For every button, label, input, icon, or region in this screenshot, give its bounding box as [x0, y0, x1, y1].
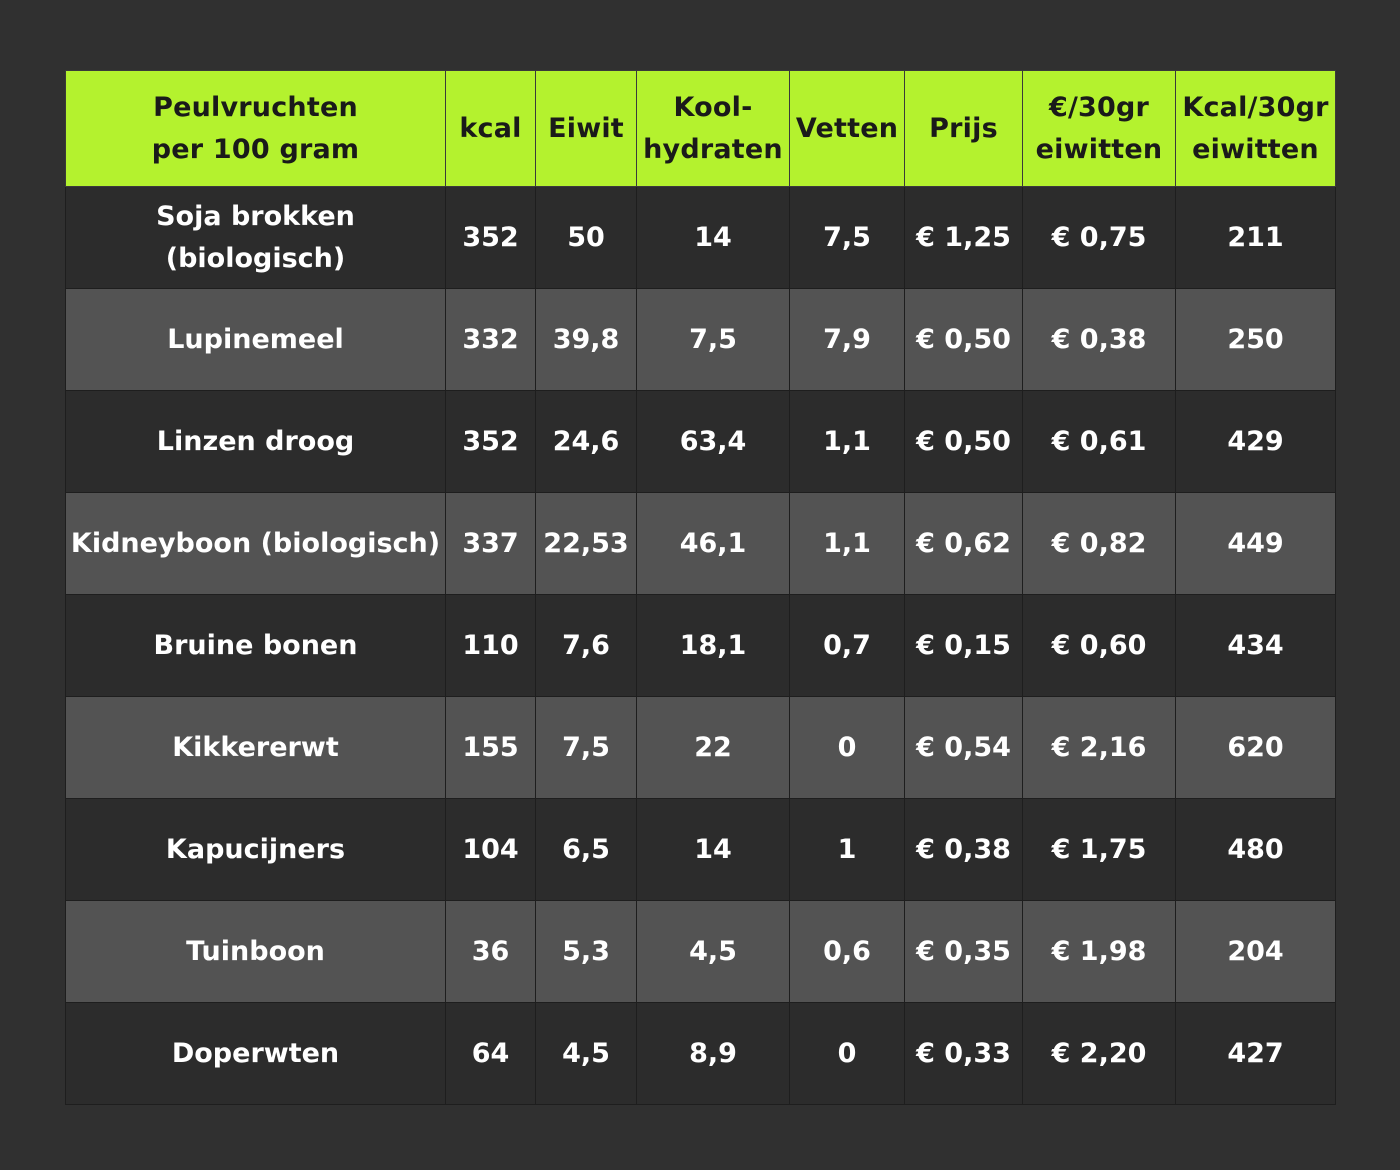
header-price: Prijs	[904, 70, 1023, 187]
cell-price-per-30g-protein: € 0,60	[1022, 594, 1176, 697]
cell-protein: 4,5	[535, 1002, 637, 1105]
cell-protein: 22,53	[535, 492, 637, 595]
cell-protein: 5,3	[535, 900, 637, 1003]
cell-carbs: 46,1	[636, 492, 790, 595]
cell-legume-name: Lupinemeel	[65, 288, 446, 391]
header-legume: Peulvruchten per 100 gram	[65, 70, 446, 187]
table-row: Kikkererwt 155 7,5 22 0 € 0,54 € 2,16 620	[65, 696, 1336, 799]
table-row: Tuinboon 36 5,3 4,5 0,6 € 0,35 € 1,98 204	[65, 900, 1336, 1003]
cell-legume-name: Bruine bonen	[65, 594, 446, 697]
cell-legume-name: Kapucijners	[65, 798, 446, 901]
cell-fat: 0	[789, 696, 905, 799]
header-kcal: kcal	[445, 70, 536, 187]
cell-carbs: 22	[636, 696, 790, 799]
cell-price: € 0,15	[904, 594, 1023, 697]
cell-price: € 0,38	[904, 798, 1023, 901]
cell-kcal: 64	[445, 1002, 536, 1105]
cell-price-per-30g-protein: € 0,38	[1022, 288, 1176, 391]
cell-price: € 1,25	[904, 186, 1023, 289]
cell-price-per-30g-protein: € 0,82	[1022, 492, 1176, 595]
cell-price: € 0,33	[904, 1002, 1023, 1105]
cell-kcal: 155	[445, 696, 536, 799]
cell-carbs: 18,1	[636, 594, 790, 697]
cell-protein: 50	[535, 186, 637, 289]
cell-carbs: 14	[636, 798, 790, 901]
cell-fat: 7,9	[789, 288, 905, 391]
cell-fat: 1,1	[789, 492, 905, 595]
cell-protein: 6,5	[535, 798, 637, 901]
cell-kcal: 104	[445, 798, 536, 901]
cell-kcal: 337	[445, 492, 536, 595]
cell-price-per-30g-protein: € 0,61	[1022, 390, 1176, 493]
header-kcal-per-30g-protein: Kcal/30gr eiwitten	[1175, 70, 1336, 187]
cell-carbs: 4,5	[636, 900, 790, 1003]
table-row: Kidneyboon (biologisch) 337 22,53 46,1 1,1 € …	[65, 492, 1336, 595]
header-fat: Vetten	[789, 70, 905, 187]
cell-legume-name: Doperwten	[65, 1002, 446, 1105]
cell-kcal: 352	[445, 390, 536, 493]
cell-fat: 0,6	[789, 900, 905, 1003]
cell-legume-name: Soja brokken (biologisch)	[65, 186, 446, 289]
cell-protein: 39,8	[535, 288, 637, 391]
cell-kcal-per-30g-protein: 204	[1175, 900, 1336, 1003]
cell-kcal-per-30g-protein: 480	[1175, 798, 1336, 901]
cell-kcal: 110	[445, 594, 536, 697]
table-row: Kapucijners 104 6,5 14 1 € 0,38 € 1,75 480	[65, 798, 1336, 901]
cell-protein: 7,5	[535, 696, 637, 799]
cell-legume-name: Linzen droog	[65, 390, 446, 493]
cell-kcal-per-30g-protein: 211	[1175, 186, 1336, 289]
cell-price-per-30g-protein: € 1,75	[1022, 798, 1176, 901]
cell-fat: 1,1	[789, 390, 905, 493]
cell-protein: 7,6	[535, 594, 637, 697]
cell-price: € 0,62	[904, 492, 1023, 595]
cell-fat: 0	[789, 1002, 905, 1105]
cell-price: € 0,35	[904, 900, 1023, 1003]
cell-protein: 24,6	[535, 390, 637, 493]
cell-legume-name: Kidneyboon (biologisch)	[65, 492, 446, 595]
cell-carbs: 14	[636, 186, 790, 289]
table-row: Bruine bonen 110 7,6 18,1 0,7 € 0,15 € 0,60 434	[65, 594, 1336, 697]
cell-price: € 0,50	[904, 288, 1023, 391]
table-row: Lupinemeel 332 39,8 7,5 7,9 € 0,50 € 0,38 250	[65, 288, 1336, 391]
cell-price-per-30g-protein: € 1,98	[1022, 900, 1176, 1003]
cell-legume-name: Tuinboon	[65, 900, 446, 1003]
cell-fat: 7,5	[789, 186, 905, 289]
table-row: Doperwten 64 4,5 8,9 0 € 0,33 € 2,20 427	[65, 1002, 1336, 1105]
cell-kcal-per-30g-protein: 434	[1175, 594, 1336, 697]
cell-price: € 0,50	[904, 390, 1023, 493]
cell-carbs: 63,4	[636, 390, 790, 493]
table-row: Linzen droog 352 24,6 63,4 1,1 € 0,50 € 0,61 42…	[65, 390, 1336, 493]
cell-kcal-per-30g-protein: 427	[1175, 1002, 1336, 1105]
cell-kcal: 352	[445, 186, 536, 289]
cell-price-per-30g-protein: € 0,75	[1022, 186, 1176, 289]
table-row: Soja brokken (biologisch) 352 50 14 7,5 € 1,2…	[65, 186, 1336, 289]
header-row: Peulvruchten per 100 gram kcal Eiwit Koo…	[65, 70, 1336, 187]
cell-legume-name: Kikkererwt	[65, 696, 446, 799]
header-protein: Eiwit	[535, 70, 637, 187]
cell-price: € 0,54	[904, 696, 1023, 799]
cell-kcal-per-30g-protein: 429	[1175, 390, 1336, 493]
cell-kcal-per-30g-protein: 620	[1175, 696, 1336, 799]
cell-price-per-30g-protein: € 2,20	[1022, 1002, 1176, 1105]
legumes-nutrition-table: Peulvruchten per 100 gram kcal Eiwit Koo…	[65, 70, 1336, 1105]
cell-kcal-per-30g-protein: 449	[1175, 492, 1336, 595]
cell-fat: 0,7	[789, 594, 905, 697]
cell-fat: 1	[789, 798, 905, 901]
cell-carbs: 7,5	[636, 288, 790, 391]
cell-kcal: 36	[445, 900, 536, 1003]
cell-kcal: 332	[445, 288, 536, 391]
header-price-per-30g-protein: €/30gr eiwitten	[1022, 70, 1176, 187]
cell-price-per-30g-protein: € 2,16	[1022, 696, 1176, 799]
cell-carbs: 8,9	[636, 1002, 790, 1105]
header-carbs: Kool- hydraten	[636, 70, 790, 187]
cell-kcal-per-30g-protein: 250	[1175, 288, 1336, 391]
table-body: Soja brokken (biologisch) 352 50 14 7,5 € 1,2…	[65, 186, 1336, 1105]
table-header: Peulvruchten per 100 gram kcal Eiwit Koo…	[65, 70, 1336, 187]
